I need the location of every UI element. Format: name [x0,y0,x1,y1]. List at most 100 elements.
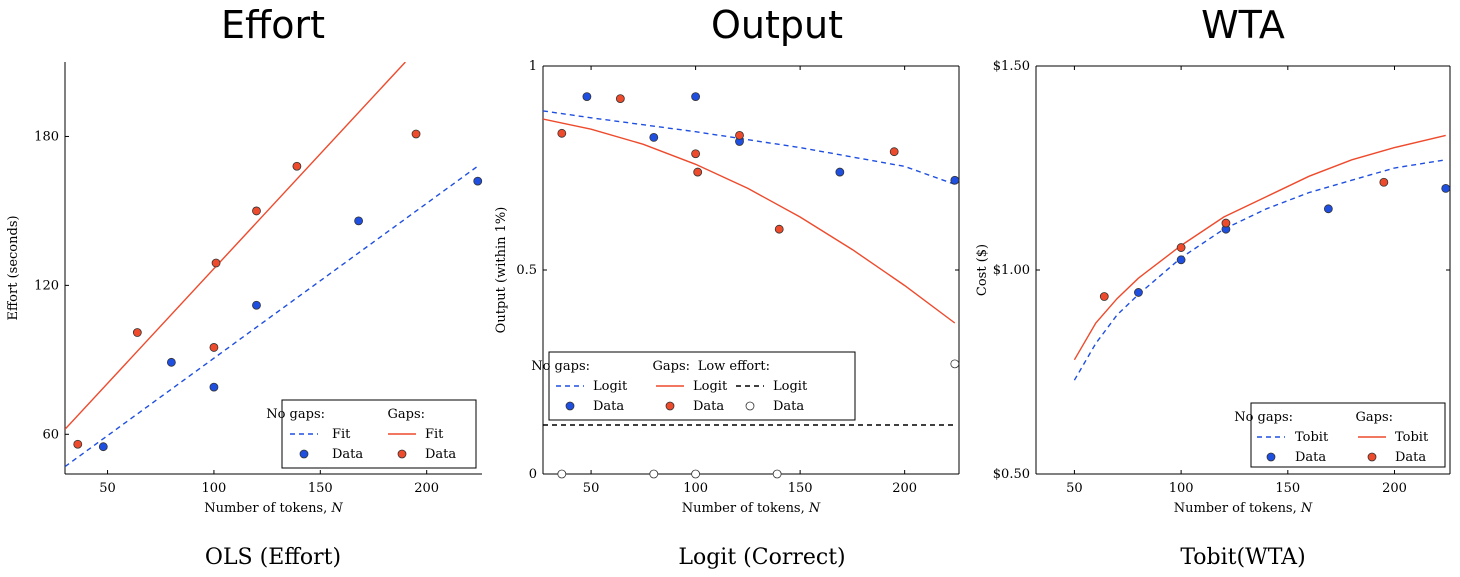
legend-label: Data [593,399,624,414]
data-point-gaps [735,130,744,140]
chart-caption: Tobit(WTA) [1180,545,1305,570]
data-point-gaps [209,343,219,352]
legend-marker-no-gaps [565,401,575,411]
data-point-gaps [557,128,567,138]
panel-wta: WTA Tobit(WTA) 50 100 150 200 $0.50 $1.00 $1.50 N… [975,3,1451,570]
legend-header: Gaps: [652,359,690,374]
panel-effort: Effort OLS (Effort) 50 100 150 200 60 120 180 Num… [6,3,483,570]
legend-header: No gaps: [266,407,325,422]
x-axis-label-variable: N [808,501,821,516]
data-point-gaps [774,224,784,234]
data-point-gaps [1176,243,1186,252]
data-point-gaps [211,258,221,268]
chart-title: Output [711,3,843,47]
legend-marker-gaps [665,401,675,411]
fit-line-no-gaps [543,110,956,185]
x-tick-label: 200 [1382,481,1407,496]
x-axis-label-variable: N [1300,501,1313,516]
fit-line-gaps [1073,134,1446,361]
legend-marker-no-gaps [299,449,309,459]
legend-label: Tobit [1395,430,1429,445]
data-point-gaps [252,206,261,216]
data-point-no-gaps [835,167,845,177]
chart-caption: Logit (Correct) [678,545,845,570]
data-point-no-gaps [582,92,592,101]
data-point-no-gaps [166,357,176,367]
legend-label: Data [425,447,456,462]
chart-caption: OLS (Effort) [205,545,341,570]
fit-line-no-gaps [1073,159,1446,381]
legend-header: No gaps: [531,359,590,374]
x-axis-label-variable: N [330,501,343,516]
legend-label: Tobit [1295,430,1329,445]
y-tick-label: 180 [34,129,59,144]
x-tick-label: 50 [583,481,600,496]
data-point-gaps [411,129,421,139]
legend-box [1250,402,1446,468]
legend-marker-low-effort [745,401,755,411]
data-point-gaps [292,161,302,171]
data-point-low-effort [691,469,701,479]
data-point-no-gaps [98,442,108,452]
data-point-gaps [132,328,142,337]
legend-label: Data [773,399,804,414]
x-tick-label: 150 [308,481,333,496]
fit-line-gaps [543,118,956,324]
legend-header: Gaps: [387,407,425,422]
x-axis-label: Number of tokens, N [1174,501,1313,516]
data-point-no-gaps [354,216,364,226]
panel-output: Output Logit (Correct) 50 100 150 200 0 0.5 1 Num… [494,3,960,570]
data-point-no-gaps [252,300,261,310]
data-point-gaps [1099,292,1109,301]
y-axis-label: Effort (seconds) [6,215,21,320]
data-point-no-gaps [1441,183,1451,193]
legend-label: Data [1295,450,1326,465]
legend-box [281,399,477,469]
y-tick-label: 120 [34,278,59,293]
data-point-low-effort [557,469,567,479]
data-point-low-effort [649,469,659,479]
data-point-no-gaps [1176,255,1186,265]
data-point-no-gaps [1134,288,1143,297]
x-axis-label: Number of tokens, N [204,501,343,516]
x-axis-label: Number of tokens, N [682,501,821,516]
legend-box [548,351,856,421]
x-tick-label: 150 [788,481,813,496]
y-axis-label: Cost ($) [975,244,990,296]
legend-label: Logit [693,379,728,394]
legend-label: Data [1395,450,1426,465]
x-tick-label: 50 [1066,481,1083,496]
x-tick-label: 200 [414,481,439,496]
data-point-no-gaps [691,92,701,101]
x-tick-label: 100 [202,481,227,496]
data-point-gaps [691,149,701,159]
data-point-gaps [615,94,625,104]
legend: No gaps: Gaps: Low effort:Logit Logit LogitD… [531,351,856,421]
legend-label: Data [693,399,724,414]
y-axis-label: Output (within 1%) [494,207,509,334]
data-point-gaps [1221,218,1231,228]
data-point-no-gaps [649,132,659,142]
y-tick-label: 1 [529,59,537,74]
chart-title: Effort [221,3,325,47]
data-point-low-effort [950,359,960,369]
legend-marker-gaps [397,449,407,459]
x-tick-label: 200 [892,481,917,496]
legend-marker-gaps [1367,452,1377,462]
x-tick-label: 100 [1169,481,1194,496]
y-tick-label: 0.5 [516,263,537,278]
x-tick-label: 100 [683,481,708,496]
legend-label: Data [332,447,363,462]
y-tick-label: $0.50 [993,467,1030,482]
x-tick-label: 150 [1275,481,1300,496]
legend-header: Gaps: [1355,410,1393,425]
y-tick-label: 0 [529,467,537,482]
y-tick-label: $1.00 [993,263,1030,278]
data-point-gaps [1379,177,1389,187]
legend-label: Fit [425,427,444,442]
y-tick-label: 60 [42,427,59,442]
legend-marker-no-gaps [1266,452,1276,462]
